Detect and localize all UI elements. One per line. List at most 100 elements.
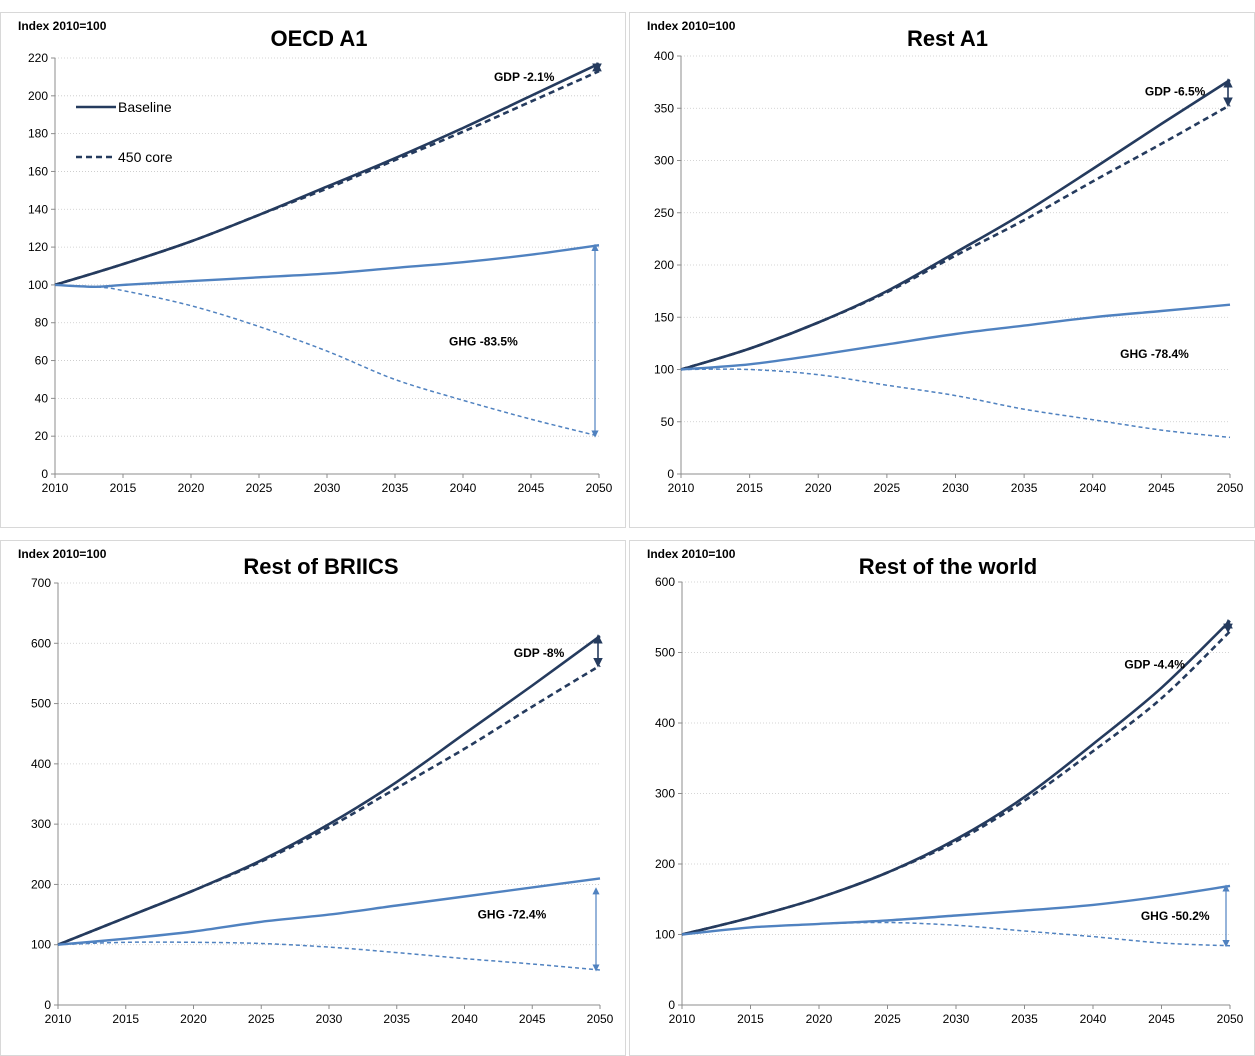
y-tick-label: 200 xyxy=(654,258,674,272)
x-tick-label: 2050 xyxy=(1217,481,1244,495)
y-unit-label: Index 2010=100 xyxy=(647,547,736,561)
y-tick-label: 300 xyxy=(655,787,675,801)
gdp-gap-label: GDP -4.4% xyxy=(1124,657,1185,671)
series-ghg-450-core xyxy=(57,941,601,971)
ghg-gap-label: GHG -83.5% xyxy=(449,335,518,349)
gdp-gap-label: GDP -2.1% xyxy=(494,70,555,84)
x-tick-label: 2040 xyxy=(451,1012,478,1026)
gdp-gap-label: GDP -6.5% xyxy=(1145,85,1206,99)
series-ghg-baseline xyxy=(54,244,600,288)
series-ghg-450-core xyxy=(680,368,1231,439)
series-ghg-baseline xyxy=(681,884,1231,936)
y-tick-label: 0 xyxy=(667,467,674,481)
panel-3: Index 2010=100 Rest of BRIICS 0 100 200 300 40… xyxy=(0,540,626,1056)
ghg-gap-label: GHG -72.4% xyxy=(478,908,547,922)
y-tick-label: 400 xyxy=(654,49,674,63)
panel-frame xyxy=(0,540,626,1056)
panel-frame xyxy=(0,12,626,528)
chart-title: OECD A1 xyxy=(271,26,368,51)
x-tick-label: 2035 xyxy=(1011,481,1038,495)
y-tick-label: 300 xyxy=(654,154,674,168)
series-gdp-450-core xyxy=(57,664,601,946)
y-tick-label: 400 xyxy=(655,716,675,730)
panel-1: Index 2010=100 OECD A10204060801001201401… xyxy=(0,12,626,528)
series-gdp-baseline xyxy=(680,78,1231,371)
x-tick-label: 2020 xyxy=(178,481,205,495)
x-tick-label: 2025 xyxy=(874,1012,901,1026)
series-ghg-baseline xyxy=(57,877,601,946)
x-tick-label: 2020 xyxy=(805,481,832,495)
y-tick-label: 100 xyxy=(654,363,674,377)
legend-label-450-core: 450 core xyxy=(118,149,173,165)
x-tick-label: 2010 xyxy=(45,1012,72,1026)
y-tick-label: 0 xyxy=(41,467,48,481)
series-gdp-450-core xyxy=(681,630,1231,936)
x-tick-label: 2010 xyxy=(669,1012,696,1026)
y-tick-label: 140 xyxy=(28,202,48,216)
series-gdp-450-core xyxy=(680,103,1231,371)
y-tick-label: 250 xyxy=(654,206,674,220)
x-tick-label: 2025 xyxy=(248,1012,275,1026)
y-tick-label: 100 xyxy=(31,938,51,952)
y-tick-label: 100 xyxy=(655,928,675,942)
x-tick-label: 2035 xyxy=(382,481,409,495)
y-tick-label: 300 xyxy=(31,817,51,831)
panel-2: Index 2010=100 Rest A1 0 50 100 150 200 250 300 3… xyxy=(629,12,1255,528)
x-tick-label: 2015 xyxy=(112,1012,139,1026)
x-tick-label: 2015 xyxy=(737,1012,764,1026)
y-tick-label: 120 xyxy=(28,240,48,254)
x-tick-label: 2030 xyxy=(943,1012,970,1026)
x-tick-label: 2045 xyxy=(1148,1012,1175,1026)
y-tick-label: 0 xyxy=(668,998,675,1012)
legend-label-baseline: Baseline xyxy=(118,99,172,115)
x-tick-label: 2050 xyxy=(1217,1012,1244,1026)
x-tick-label: 2020 xyxy=(180,1012,207,1026)
chart-title: Rest of the world xyxy=(859,554,1037,579)
ghg-gap-label: GHG -78.4% xyxy=(1120,347,1189,361)
x-tick-label: 2050 xyxy=(587,1012,614,1026)
x-tick-label: 2025 xyxy=(246,481,273,495)
ghg-gap-label: GHG -50.2% xyxy=(1141,909,1210,923)
y-tick-label: 600 xyxy=(31,636,51,650)
x-tick-label: 2020 xyxy=(806,1012,833,1026)
y-tick-label: 0 xyxy=(44,998,51,1012)
y-tick-label: 500 xyxy=(655,646,675,660)
y-tick-label: 500 xyxy=(31,697,51,711)
y-tick-label: 150 xyxy=(654,310,674,324)
x-tick-label: 2030 xyxy=(942,481,969,495)
x-tick-label: 2025 xyxy=(874,481,901,495)
panel-frame xyxy=(629,12,1255,528)
y-tick-label: 40 xyxy=(35,391,49,405)
y-tick-label: 50 xyxy=(661,415,675,429)
y-tick-label: 400 xyxy=(31,757,51,771)
x-tick-label: 2045 xyxy=(1148,481,1175,495)
x-tick-label: 2015 xyxy=(736,481,763,495)
y-tick-label: 160 xyxy=(28,164,48,178)
x-tick-label: 2030 xyxy=(316,1012,343,1026)
gdp-gap-label: GDP -8% xyxy=(514,646,565,660)
y-tick-label: 80 xyxy=(35,316,49,330)
x-tick-label: 2035 xyxy=(383,1012,410,1026)
panel-4: Index 2010=100 Rest of the world 0 100 200 30… xyxy=(629,540,1255,1056)
y-unit-label: Index 2010=100 xyxy=(18,547,107,561)
x-tick-label: 2045 xyxy=(519,1012,546,1026)
x-tick-label: 2040 xyxy=(450,481,477,495)
y-tick-label: 600 xyxy=(655,575,675,589)
y-tick-label: 200 xyxy=(31,877,51,891)
y-unit-label: Index 2010=100 xyxy=(18,19,107,33)
chart-title: Rest of BRIICS xyxy=(243,554,398,579)
x-tick-label: 2045 xyxy=(518,481,545,495)
y-unit-label: Index 2010=100 xyxy=(647,19,736,33)
x-tick-label: 2010 xyxy=(668,481,695,495)
y-tick-label: 200 xyxy=(655,857,675,871)
y-tick-label: 220 xyxy=(28,51,48,65)
series-gdp-450-core xyxy=(54,70,600,287)
x-tick-label: 2010 xyxy=(42,481,69,495)
y-tick-label: 20 xyxy=(35,429,49,443)
panel-frame xyxy=(629,540,1255,1056)
y-tick-label: 180 xyxy=(28,127,48,141)
y-tick-label: 60 xyxy=(35,354,49,368)
y-tick-label: 350 xyxy=(654,101,674,115)
chart-title: Rest A1 xyxy=(907,26,988,51)
